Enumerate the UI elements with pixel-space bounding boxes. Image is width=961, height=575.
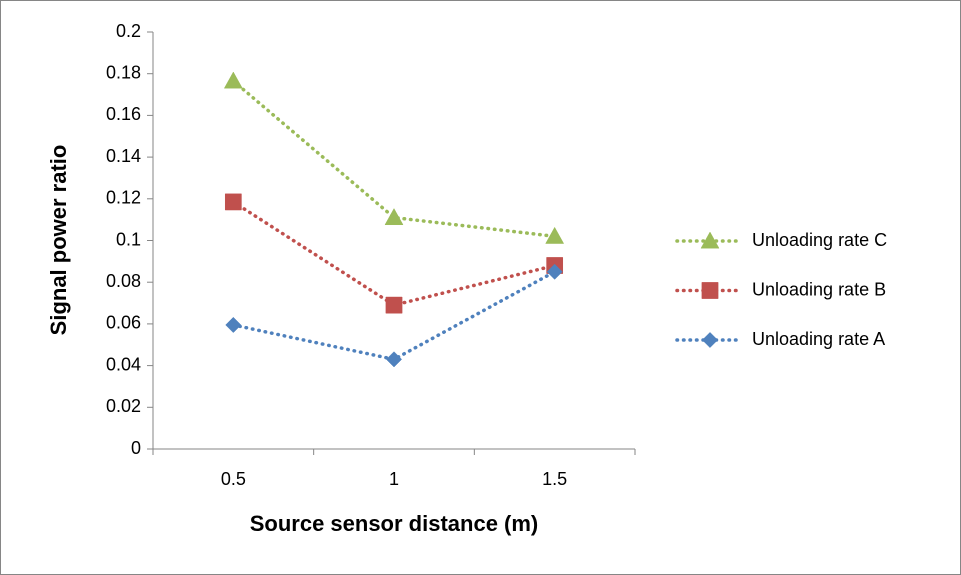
y-tick-label: 0.04 <box>106 354 141 374</box>
y-tick-label: 0.08 <box>106 271 141 291</box>
x-tick-label: 1 <box>389 469 399 489</box>
y-tick-label: 0.14 <box>106 146 141 166</box>
y-tick-label: 0.06 <box>106 313 141 333</box>
y-tick-label: 0.1 <box>116 229 141 249</box>
y-tick-label: 0 <box>131 438 141 458</box>
marker <box>223 71 243 89</box>
x-tick-label: 0.5 <box>221 469 246 489</box>
marker <box>385 351 403 368</box>
marker <box>225 316 242 333</box>
legend-marker <box>701 282 719 299</box>
series-line <box>231 79 557 239</box>
marker <box>224 193 242 211</box>
legend-label: Unloading rate A <box>752 329 885 349</box>
y-tick-label: 0.12 <box>106 188 141 208</box>
y-tick-label: 0.18 <box>106 62 141 82</box>
marker <box>384 208 404 226</box>
legend-label: Unloading rate B <box>752 279 886 299</box>
marker <box>385 296 403 314</box>
y-axis-title: Signal power ratio <box>46 145 71 336</box>
series-line <box>231 200 557 308</box>
x-axis-title: Source sensor distance (m) <box>250 511 539 536</box>
marker <box>545 226 565 244</box>
legend-marker <box>700 231 720 249</box>
y-tick-label: 0.02 <box>106 396 141 416</box>
legend-marker <box>701 331 719 349</box>
x-tick-label: 1.5 <box>542 469 567 489</box>
y-tick-label: 0.2 <box>116 21 141 41</box>
legend-label: Unloading rate C <box>752 230 887 250</box>
marker <box>546 263 563 280</box>
y-tick-label: 0.16 <box>106 104 141 124</box>
